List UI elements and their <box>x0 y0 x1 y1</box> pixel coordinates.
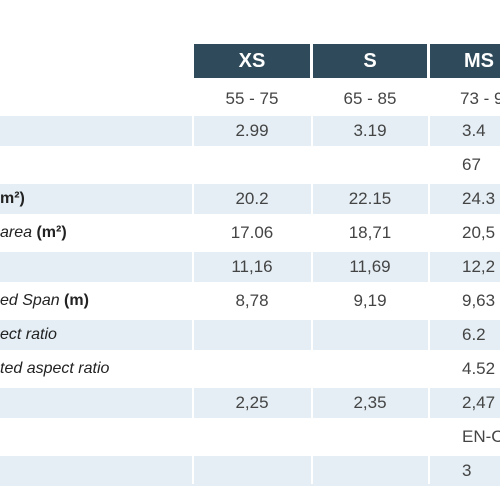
table-cell: 17.06 <box>230 223 274 242</box>
column-divider <box>428 44 430 484</box>
table-cell: 2.99 <box>235 121 269 140</box>
table-row: ted aspect ratio 4.52 <box>0 354 500 384</box>
table-cell: 2,25 <box>235 393 269 412</box>
table-cell: 6.2 <box>462 325 486 344</box>
row-label: ed Span (m) <box>0 292 89 309</box>
table-cell <box>194 456 310 486</box>
table-row: 2,25 2,35 2,47 <box>0 388 500 418</box>
table-cell: 3.19 <box>353 121 387 140</box>
table-cell: 4.52 <box>462 359 496 378</box>
table-cell: 24.3 <box>462 189 496 208</box>
table-row: ect ratio 6.2 <box>0 320 500 350</box>
table-cell <box>313 320 427 350</box>
table-cell <box>194 150 310 180</box>
table-cell: 2,47 <box>462 393 496 412</box>
table-cell: 65 - 85 <box>343 89 397 108</box>
table-row: 67 <box>0 150 500 180</box>
column-divider <box>192 44 194 484</box>
table-cell: 12,2 <box>462 257 496 276</box>
table-cell: 20.2 <box>235 189 269 208</box>
table-row: EN-C <box>0 422 500 452</box>
table-cell: 3.4 <box>462 121 486 140</box>
table-cell <box>194 320 310 350</box>
row-label: area (m²) <box>0 224 67 241</box>
table-cell: 22.15 <box>348 189 392 208</box>
table-cell: 9,63 <box>462 291 496 310</box>
table-cell: 2,35 <box>353 393 387 412</box>
table-cell: 3 <box>462 461 472 480</box>
table-cell <box>194 354 310 384</box>
table-cell: 67 <box>462 155 481 174</box>
column-header-s: S <box>313 44 427 78</box>
table-cell: 9,19 <box>353 291 387 310</box>
table-cell: EN-C <box>462 427 500 446</box>
column-header-ms: MS <box>430 44 500 78</box>
table-row: 11,16 11,69 12,2 <box>0 252 500 282</box>
table-cell: 11,16 <box>231 257 273 276</box>
table-cell <box>313 422 427 452</box>
table-row: m²) 20.2 22.15 24.3 <box>0 184 500 214</box>
row-label: ect ratio <box>0 326 57 343</box>
table-cell <box>313 354 427 384</box>
column-divider <box>311 44 313 484</box>
table-cell: 20,5 <box>462 223 496 242</box>
table-cell: 18,71 <box>348 223 392 242</box>
table-cell: 73 - 9 <box>460 89 500 108</box>
table-row: 2.99 3.19 3.4 <box>0 116 500 146</box>
table-cell: 8,78 <box>235 291 269 310</box>
table-cell <box>194 422 310 452</box>
weight-range-row: 55 - 75 65 - 85 73 - 9 <box>0 84 500 114</box>
table-row: ed Span (m) 8,78 9,19 9,63 <box>0 286 500 316</box>
row-label: ted aspect ratio <box>0 360 110 377</box>
column-header-xs: XS <box>194 44 310 78</box>
table-cell <box>313 150 427 180</box>
table-row: 3 <box>0 456 500 486</box>
table-cell: 55 - 75 <box>225 89 279 108</box>
row-label: m²) <box>0 190 25 207</box>
table-row: area (m²) 17.06 18,71 20,5 <box>0 218 500 248</box>
table-cell: 11,69 <box>349 257 391 276</box>
table-cell <box>313 456 427 486</box>
